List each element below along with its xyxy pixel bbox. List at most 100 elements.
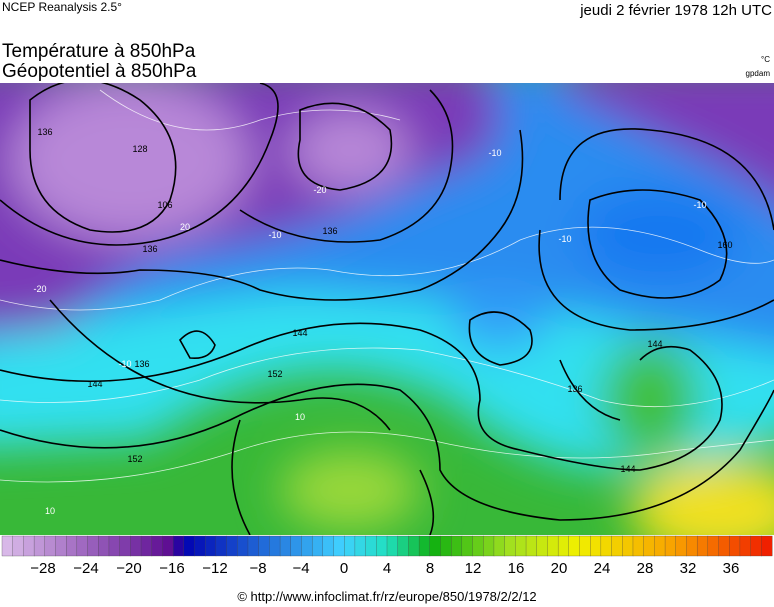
colorbar-cell: [408, 535, 420, 557]
colorbar-cell: [98, 535, 110, 557]
colorbar-cell: [1, 535, 14, 557]
colorbar-cell: [172, 535, 185, 557]
colorbar-tick-label: 16: [508, 560, 525, 577]
contour-label: -10: [118, 359, 131, 369]
contour-label: 106: [157, 200, 172, 210]
colorbar-cell: [33, 535, 46, 557]
colorbar-cell: [729, 535, 741, 557]
colorbar-cell: [76, 535, 89, 557]
colorbar-cell: [664, 535, 677, 557]
title: Température à 850hPa: [2, 41, 196, 62]
colorbar-cell: [611, 535, 623, 557]
colorbar-cell: [750, 535, 762, 557]
colorbar-ticks: −28 −24 −20 −16 −12 −8 −4 0 4 8 12 16 20 24 28 32 36: [30, 560, 739, 577]
contour-label: 136: [37, 127, 52, 137]
colorbar-cell: [237, 535, 249, 557]
contour-label: 152: [127, 454, 142, 464]
colorbar-cell: [429, 535, 441, 557]
colorbar-cell: [279, 535, 292, 557]
colorbar-tick-label: 28: [637, 560, 654, 577]
unit: gpdam: [746, 69, 771, 78]
colorbar-cell: [205, 535, 217, 557]
colorbar-cell: [483, 535, 495, 557]
colorbar-cell: [686, 535, 698, 557]
title: Géopotentiel à 850hPa: [2, 61, 197, 82]
colorbar-cell: [44, 535, 56, 557]
colorbar-tick-label: −16: [159, 560, 184, 577]
contour-label: -10: [268, 230, 281, 240]
colorbar-tick-label: −12: [202, 560, 227, 577]
colorbar-cell: [247, 535, 260, 557]
colorbar-cell: [515, 535, 527, 557]
colorbar-tick-label: 0: [340, 560, 348, 577]
contour-label: 144: [647, 339, 662, 349]
colorbar-cell: [418, 535, 431, 557]
colorbar-cell: [333, 535, 345, 557]
colorbar-cell: [440, 535, 452, 557]
colorbar-tick-label: −28: [30, 560, 55, 577]
date: jeudi 2 février 1978 12h UTC: [579, 2, 772, 19]
contour-label: -10: [488, 148, 501, 158]
contour-label: -20: [313, 185, 326, 195]
colorbar-cell: [600, 535, 613, 557]
colorbar-cell: [258, 535, 270, 557]
contour-label: 10: [295, 412, 305, 422]
contour-label: 160: [717, 240, 732, 250]
contour-label: 136: [567, 384, 582, 394]
contour-label: 136: [142, 244, 157, 254]
colorbar: [1, 535, 773, 557]
colorbar-tick-label: −24: [73, 560, 98, 577]
colorbar-cell: [761, 535, 773, 557]
colorbar-cell: [622, 535, 634, 557]
colorbar-tick-label: 4: [383, 560, 391, 577]
colorbar-cell: [451, 535, 463, 557]
contour-label: 10: [45, 506, 55, 516]
colorbar-cell: [269, 535, 281, 557]
colorbar-cell: [557, 535, 570, 557]
colorbar-cell: [140, 535, 153, 557]
colorbar-tick-label: −4: [292, 560, 309, 577]
colorbar-cell: [461, 535, 474, 557]
colorbar-tick-label: 12: [465, 560, 482, 577]
unit: °C: [761, 55, 770, 64]
colorbar-cell: [386, 535, 399, 557]
colorbar-cell: [376, 535, 388, 557]
colorbar-cell: [344, 535, 356, 557]
colorbar-cell: [536, 535, 548, 557]
colorbar-cell: [590, 535, 602, 557]
colorbar-cell: [493, 535, 506, 557]
colorbar-cell: [311, 535, 324, 557]
colorbar-tick-label: −8: [249, 560, 266, 577]
contour-label: -10: [693, 200, 706, 210]
colorbar-cell: [654, 535, 666, 557]
contour-label: 20: [180, 222, 190, 232]
colorbar-cell: [707, 535, 719, 557]
contour-label: -10: [558, 234, 571, 244]
colorbar-cell: [718, 535, 730, 557]
colorbar-cell: [568, 535, 580, 557]
colorbar-cell: [696, 535, 709, 557]
colorbar-cell: [183, 535, 195, 557]
colorbar-tick-label: −20: [116, 560, 141, 577]
contour-label: 136: [134, 359, 149, 369]
colorbar-cell: [194, 535, 206, 557]
contour-label: 136: [322, 226, 337, 236]
colorbar-cell: [525, 535, 538, 557]
colorbar-tick-label: 32: [680, 560, 697, 577]
contour-label: 152: [267, 369, 282, 379]
colorbar-cell: [301, 535, 313, 557]
colorbar-cell: [290, 535, 302, 557]
colorbar-cell: [675, 535, 687, 557]
contour-label: 128: [132, 144, 147, 154]
colorbar-cell: [12, 535, 24, 557]
colorbar-cell: [55, 535, 67, 557]
contour-label: 144: [620, 464, 635, 474]
colorbar-tick-label: 36: [723, 560, 740, 577]
colorbar-cell: [66, 535, 78, 557]
colorbar-cell: [162, 535, 174, 557]
colorbar-cell: [130, 535, 142, 557]
source: NCEP Reanalysis 2.5°: [2, 0, 122, 14]
